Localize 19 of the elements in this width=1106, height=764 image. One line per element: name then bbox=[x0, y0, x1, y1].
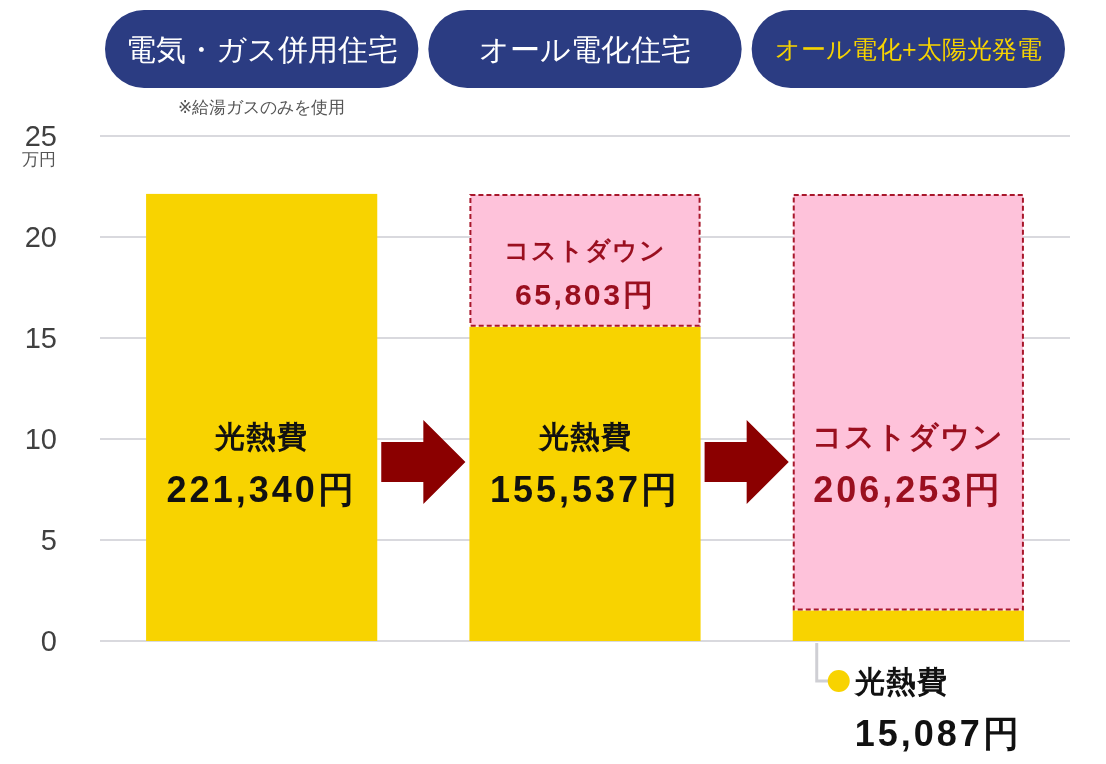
ytick: 10 bbox=[24, 423, 57, 455]
data-label: 光熱費 155,537円 bbox=[489, 419, 681, 510]
x-tick-label: オール電化+太陽光発電 bbox=[775, 35, 1042, 63]
data-label: コストダウン 206,253円 bbox=[812, 419, 1005, 510]
x-tick-label: 電気・ガス併用住宅 bbox=[125, 32, 398, 66]
ytick: 20 bbox=[24, 221, 57, 253]
data-label: コストダウン 65,803円 bbox=[504, 236, 666, 312]
annotation: ※給湯ガスのみを使用 bbox=[178, 98, 346, 117]
data-label: 光熱費 221,340円 bbox=[166, 419, 357, 510]
category-label: 電気・ガス併用住宅 bbox=[105, 10, 419, 88]
ylabel: 万円 bbox=[22, 150, 56, 169]
ytick: 0 bbox=[40, 625, 57, 657]
ytick: 15 bbox=[24, 322, 57, 354]
ytick: 5 bbox=[40, 524, 57, 556]
ytick: 25 bbox=[24, 120, 57, 152]
x-tick-label: オール電化住宅 bbox=[479, 32, 691, 66]
data-label: 光熱費 15,087円 bbox=[854, 665, 1022, 754]
category-label: オール電化+太陽光発電 bbox=[751, 10, 1065, 88]
category-label: オール電化住宅 bbox=[428, 10, 742, 88]
